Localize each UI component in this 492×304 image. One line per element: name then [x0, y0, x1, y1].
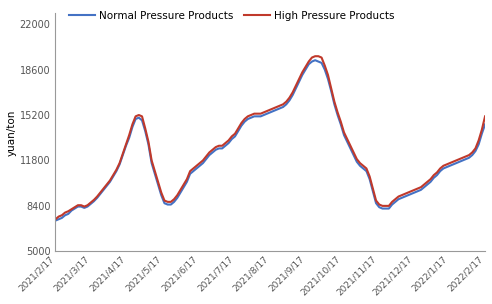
High Pressure Products: [364, 167, 369, 170]
High Pressure Products: [428, 177, 433, 181]
High Pressure Products: [53, 217, 59, 221]
Y-axis label: yuan/ton: yuan/ton: [7, 109, 17, 156]
High Pressure Products: [280, 102, 286, 106]
Normal Pressure Products: [312, 58, 318, 62]
High Pressure Products: [296, 77, 302, 81]
High Pressure Products: [457, 157, 462, 161]
Normal Pressure Products: [482, 123, 488, 126]
High Pressure Products: [482, 115, 488, 118]
Line: High Pressure Products: High Pressure Products: [56, 56, 485, 219]
Normal Pressure Products: [364, 169, 369, 173]
Legend: Normal Pressure Products, High Pressure Products: Normal Pressure Products, High Pressure …: [65, 7, 399, 25]
Normal Pressure Products: [53, 219, 59, 223]
Normal Pressure Products: [296, 80, 302, 83]
Line: Normal Pressure Products: Normal Pressure Products: [56, 60, 485, 221]
Normal Pressure Products: [152, 172, 158, 176]
Normal Pressure Products: [457, 160, 462, 164]
Normal Pressure Products: [428, 180, 433, 184]
High Pressure Products: [152, 169, 158, 173]
Normal Pressure Products: [280, 105, 286, 109]
High Pressure Products: [312, 54, 318, 58]
